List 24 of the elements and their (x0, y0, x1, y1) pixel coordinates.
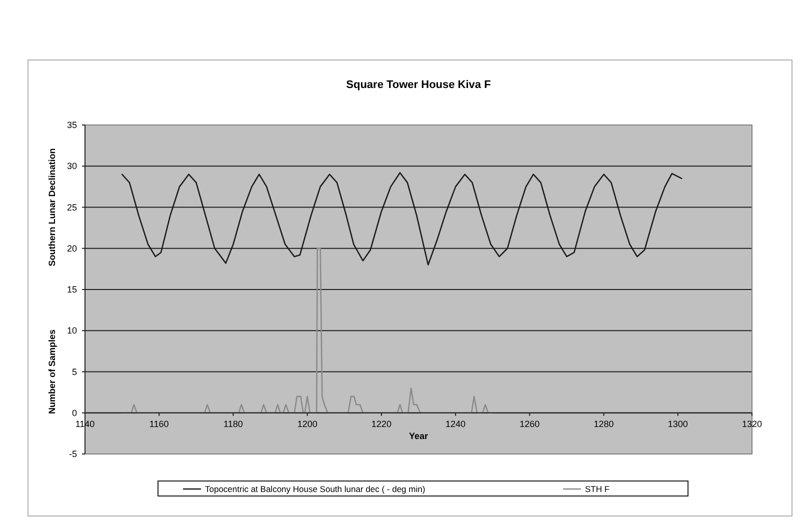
y-tick-label: -5 (68, 449, 77, 459)
x-axis-title: Year (408, 430, 428, 441)
x-tick-label: 1220 (371, 418, 392, 429)
y-tick-label: 25 (66, 202, 77, 212)
x-tick-label: 1280 (594, 418, 614, 429)
x-tick-label: 1180 (224, 418, 243, 429)
y-tick-label: 35 (66, 120, 77, 130)
x-tick-label: 1320 (742, 418, 762, 429)
chart-title: Square Tower House Kiva F (346, 79, 492, 91)
legend-label: STH F (585, 484, 610, 494)
x-tick-label: 1300 (668, 418, 688, 429)
y-tick-label: 10 (66, 326, 77, 336)
y-tick-label: 0 (72, 408, 77, 418)
text: Number of Samples (47, 329, 57, 414)
y-tick-label: 30 (66, 161, 77, 172)
y-tick-label: 15 (66, 284, 77, 294)
x-tick-label: 1240 (446, 418, 466, 429)
y-tick-label: 5 (72, 366, 77, 377)
x-tick-label: 1200 (297, 418, 318, 429)
x-tick-label: 1260 (520, 418, 540, 429)
y-tick-label: 20 (66, 243, 77, 254)
y-axis-title: Southern Lunar Declination (47, 148, 57, 266)
legend-label: Topocentric at Balcony House South lunar dec ( - deg min) (205, 484, 426, 494)
x-tick-label: 1160 (149, 418, 169, 429)
